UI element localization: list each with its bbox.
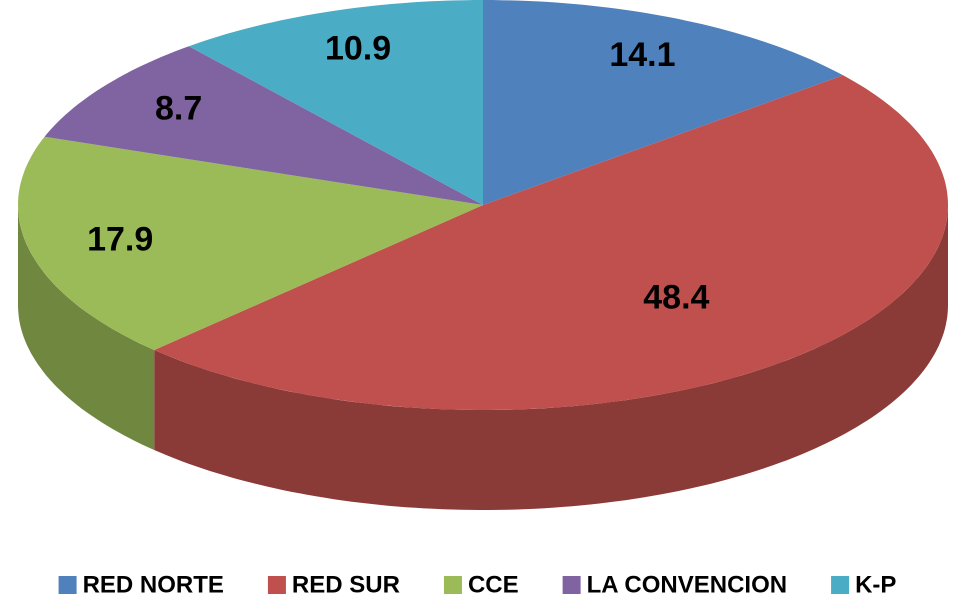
legend-swatch: [562, 576, 581, 594]
data-label: 14.1: [609, 36, 675, 74]
legend-label: RED NORTE: [83, 571, 224, 598]
pie-slice: [44, 46, 483, 206]
data-label: 10.9: [325, 30, 391, 68]
legend-swatch: [267, 576, 286, 594]
data-label: 8.7: [155, 90, 202, 128]
pie-side: [18, 205, 155, 450]
data-label: 48.4: [643, 278, 709, 316]
pie-slice: [154, 75, 948, 411]
legend-label: K-P: [855, 571, 896, 598]
legend-label: CCE: [468, 571, 519, 598]
pie-slice: [483, 0, 844, 205]
legend-swatch: [443, 576, 462, 594]
legend-swatch: [831, 576, 850, 594]
legend: RED NORTE RED SUR CCE LA CONVENCION K-P: [58, 571, 896, 598]
legend-label: LA CONVENCION: [587, 571, 787, 598]
pie-slice: [188, 0, 483, 205]
legend-label: RED SUR: [292, 571, 400, 598]
legend-swatch: [58, 576, 77, 594]
pie-side: [154, 205, 948, 510]
pie-slice: [18, 136, 483, 350]
data-label: 17.9: [87, 220, 153, 258]
